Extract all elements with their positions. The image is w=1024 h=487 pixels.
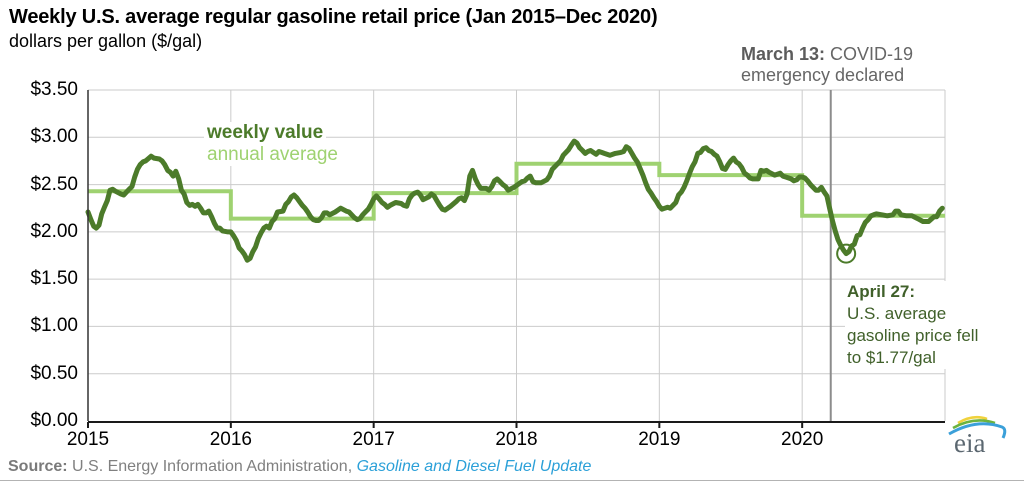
x-axis-tick-label: 2017 xyxy=(352,429,395,450)
annual-average-line xyxy=(88,161,945,221)
source-link[interactable]: Gasoline and Diesel Fuel Update xyxy=(356,458,592,475)
legend: weekly value annual average xyxy=(204,122,341,166)
y-axis-tick-label: $3.00 xyxy=(30,126,78,148)
y-axis-tick-label: $2.00 xyxy=(30,220,78,242)
annotation-march13-text: COVID-19 xyxy=(825,44,914,64)
annotation-march13-line2: emergency declared xyxy=(741,65,905,85)
y-axis-tick-label: $1.50 xyxy=(30,268,78,290)
annotation-april27: April 27: U.S. average gasoline price fe… xyxy=(845,281,981,369)
annotation-april27-date: April 27: xyxy=(847,282,916,301)
chart-title: Weekly U.S. average regular gasoline ret… xyxy=(9,6,658,28)
x-axis-tick-label: 2016 xyxy=(209,429,252,450)
x-axis-tick-label: 2019 xyxy=(638,429,681,450)
annotation-april27-line2: gasoline price fell xyxy=(847,326,979,345)
y-axis-tick-label: $2.50 xyxy=(30,173,78,195)
eia-logo: eia xyxy=(948,415,1007,458)
annotation-march13-date: March 13: xyxy=(741,44,826,64)
source-label: Source: xyxy=(8,458,68,475)
y-axis-tick-label: $3.50 xyxy=(30,79,78,100)
annotation-april27-line3: to $1.77/gal xyxy=(847,348,936,367)
logo-blue-swoosh xyxy=(948,422,1007,439)
logo-green-swoosh xyxy=(952,419,996,430)
weekly-value-line xyxy=(85,138,945,263)
source-line: Source: U.S. Energy Information Administ… xyxy=(8,458,591,476)
y-axis-tick-label: $0.00 xyxy=(30,410,78,431)
legend-weekly-value: weekly value xyxy=(204,122,327,144)
x-axis-tick-label: 2015 xyxy=(66,429,110,450)
low-point-circle xyxy=(836,243,857,264)
logo-yellow-swoosh xyxy=(957,415,988,425)
x-axis-tick-label: 2020 xyxy=(781,429,824,450)
logo-text: eia xyxy=(954,428,985,458)
y-axis-tick-label: $0.50 xyxy=(30,362,78,384)
legend-annual-average: annual average xyxy=(204,144,341,166)
y-axis-tick-label: $1.00 xyxy=(30,315,78,337)
bottom-rule xyxy=(0,480,1024,481)
source-text: U.S. Energy Information Administration, xyxy=(67,458,357,475)
annotation-april27-line1: U.S. average xyxy=(847,304,947,323)
chart-subtitle: dollars per gallon ($/gal) xyxy=(9,31,203,51)
annotation-march13: March 13: COVID-19 emergency declared xyxy=(741,44,913,86)
x-axis-tick-label: 2018 xyxy=(495,429,538,450)
